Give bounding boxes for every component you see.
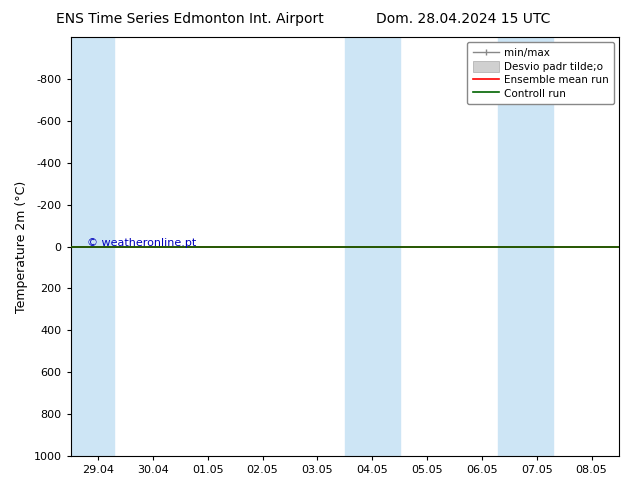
Bar: [498, 37, 553, 456]
Legend: min/max, Desvio padr tilde;o, Ensemble mean run, Controll run: min/max, Desvio padr tilde;o, Ensemble m…: [467, 42, 614, 104]
Text: ENS Time Series Edmonton Int. Airport: ENS Time Series Edmonton Int. Airport: [56, 12, 324, 26]
Text: © weatheronline.pt: © weatheronline.pt: [87, 238, 197, 248]
Bar: [70, 37, 115, 456]
Bar: [345, 37, 399, 456]
Y-axis label: Temperature 2m (°C): Temperature 2m (°C): [15, 180, 28, 313]
Text: Dom. 28.04.2024 15 UTC: Dom. 28.04.2024 15 UTC: [375, 12, 550, 26]
